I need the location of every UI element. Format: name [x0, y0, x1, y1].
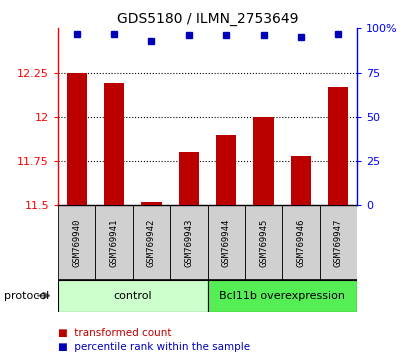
Text: GSM769947: GSM769947: [334, 218, 343, 267]
Bar: [208, 205, 245, 280]
Bar: [170, 205, 208, 280]
Bar: [328, 87, 349, 205]
Bar: [320, 205, 357, 280]
Bar: [245, 205, 282, 280]
Text: Bcl11b overexpression: Bcl11b overexpression: [219, 291, 345, 301]
Bar: [66, 73, 87, 205]
Bar: [95, 205, 133, 280]
Bar: [58, 205, 95, 280]
Bar: [58, 280, 208, 312]
Bar: [178, 152, 199, 205]
Text: ■  percentile rank within the sample: ■ percentile rank within the sample: [58, 342, 250, 352]
Bar: [253, 117, 274, 205]
Bar: [290, 156, 311, 205]
Text: GSM769946: GSM769946: [296, 218, 305, 267]
Bar: [282, 205, 320, 280]
Text: GSM769942: GSM769942: [147, 218, 156, 267]
Text: ■  transformed count: ■ transformed count: [58, 328, 171, 338]
Bar: [208, 280, 357, 312]
Bar: [216, 135, 237, 205]
Text: GSM769941: GSM769941: [110, 218, 119, 267]
Text: control: control: [113, 291, 152, 301]
Bar: [104, 83, 124, 205]
Bar: [141, 202, 162, 205]
Bar: [133, 205, 170, 280]
Text: GSM769945: GSM769945: [259, 218, 268, 267]
Text: GSM769940: GSM769940: [72, 218, 81, 267]
Text: GSM769943: GSM769943: [184, 218, 193, 267]
Title: GDS5180 / ILMN_2753649: GDS5180 / ILMN_2753649: [117, 12, 298, 26]
Text: protocol: protocol: [4, 291, 49, 301]
Text: GSM769944: GSM769944: [222, 218, 231, 267]
